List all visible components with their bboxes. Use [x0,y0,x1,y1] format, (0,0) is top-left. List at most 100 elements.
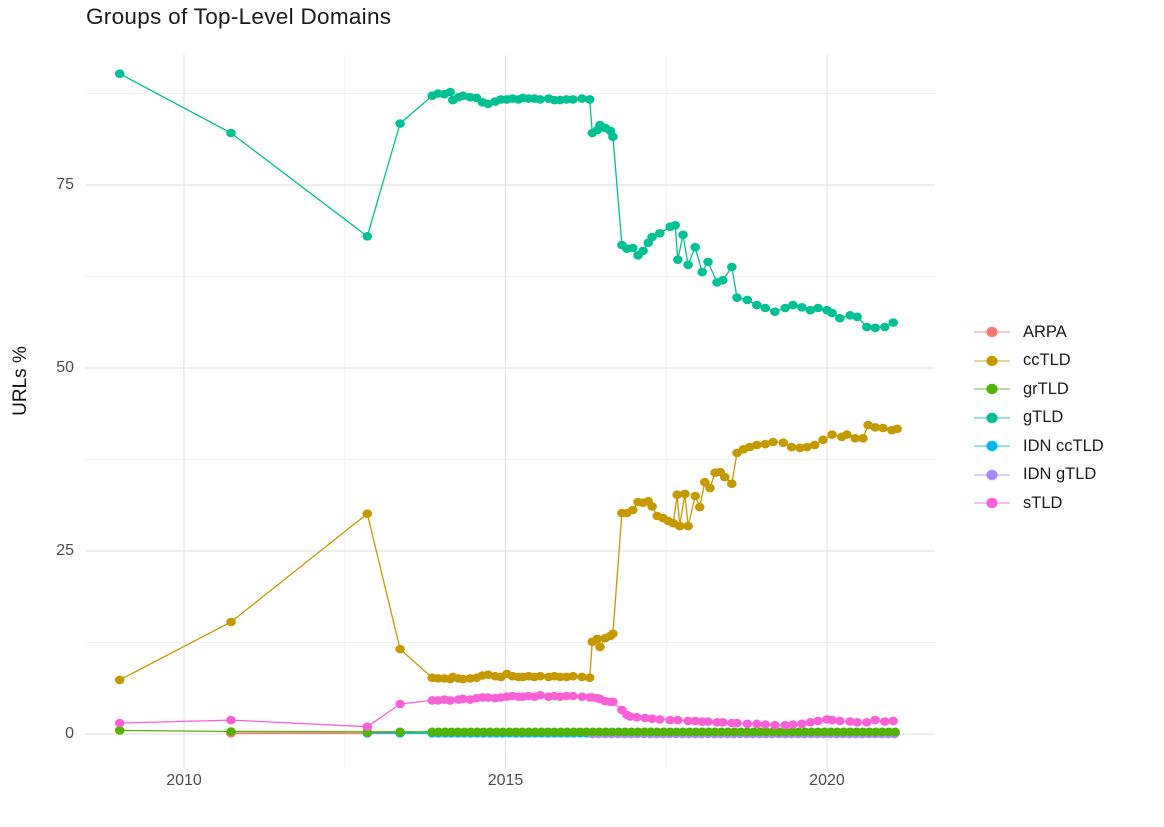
data-point [114,726,125,735]
data-point [672,490,682,500]
data-point [690,242,700,252]
data-point [395,727,405,737]
data-point [770,307,780,317]
data-point [742,719,753,729]
data-point [752,440,762,450]
data-point [788,720,798,729]
data-point [670,221,680,230]
data-point [114,69,125,78]
data-point [683,521,693,531]
data-point [732,293,742,303]
data-point [705,483,715,493]
series-grtld [114,726,900,737]
data-point [673,715,683,725]
legend-label: IDN ccTLD [1023,436,1104,455]
data-point [362,509,373,518]
series-cctld [114,420,902,685]
data-point [640,713,650,723]
data-point [628,243,638,253]
legend-key-icon [974,355,1010,366]
legend-key-icon [974,498,1010,509]
data-point [720,472,730,482]
data-point [778,438,789,448]
data-point [680,489,690,499]
data-point [752,719,762,729]
legend-label: sTLD [1023,493,1063,512]
legend-item-cctld: ccTLD [972,347,1104,376]
y-tick-label: 75 [56,176,74,193]
data-point [445,696,456,705]
data-point [880,717,890,726]
data-point [638,246,648,256]
data-point [718,718,728,727]
data-point [535,690,545,700]
legend-item-arpa: ARPA [972,318,1104,347]
data-point [655,715,665,724]
data-point [608,697,618,707]
legend-key-icon [974,384,1010,395]
data-point [862,718,872,727]
data-point [888,318,898,327]
data-point [568,691,578,701]
data-point [647,232,657,242]
data-point [694,502,705,512]
data-point [835,716,845,726]
data-point [703,717,713,726]
data-point [678,230,688,240]
data-point [802,442,812,452]
data-point [727,479,737,489]
data-point [483,693,493,702]
data-point [592,634,603,644]
data-point [805,305,816,315]
y-tick-label: 0 [65,725,74,743]
data-point [770,720,780,730]
data-point [742,295,753,305]
data-point [683,716,693,726]
data-point [870,715,880,725]
legend: ARPA ccTLD grTLD gTLD IDN ccTLD IDN gTLD sTLD [972,318,1104,518]
data-point [813,303,823,313]
data-point [760,439,771,449]
data-point [818,435,828,445]
data-point [732,718,742,728]
data-point [584,95,595,104]
legend-label: IDN gTLD [1023,465,1097,484]
data-point [226,128,236,138]
data-point [697,267,707,277]
legend-item-idn-gtld: IDN gTLD [972,461,1104,490]
data-point [577,672,587,682]
data-point [878,423,888,433]
chart-title: Groups of Top-Level Domains [86,4,392,29]
series-line-cctld [119,424,898,681]
legend-key-icon [974,469,1010,480]
legend-label: ARPA [1023,322,1067,341]
data-point [888,716,898,726]
data-point [700,477,710,487]
data-point [665,715,675,725]
data-point [647,502,657,511]
legend-item-stld: sTLD [972,489,1104,518]
legend-key-icon [974,327,1010,338]
data-point [395,119,405,128]
data-point [690,491,700,501]
data-point [608,132,618,141]
data-point [114,675,125,685]
data-point [395,699,405,709]
data-point [862,322,872,332]
legend-item-grtld: grTLD [972,375,1104,404]
data-point [827,308,837,318]
data-point [870,423,880,432]
data-point [768,437,778,447]
legend-label: gTLD [1023,408,1064,427]
data-point [842,430,852,439]
legend-key-icon [974,441,1010,452]
data-point [870,323,880,333]
data-point [631,712,642,722]
data-point [858,434,868,443]
legend-key-icon [974,412,1010,423]
data-point [628,505,638,515]
data-point [835,313,845,323]
data-point [226,727,236,736]
data-point [797,303,807,312]
